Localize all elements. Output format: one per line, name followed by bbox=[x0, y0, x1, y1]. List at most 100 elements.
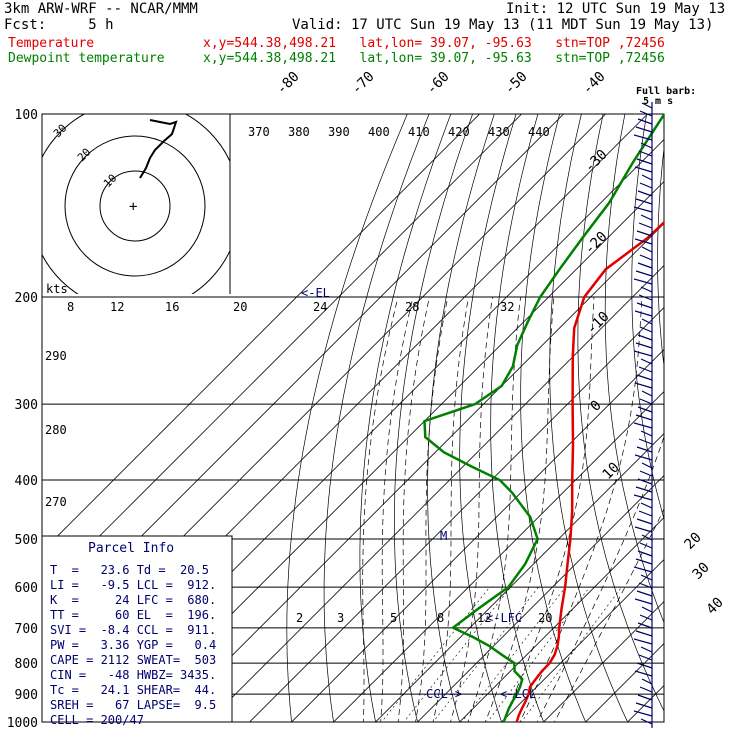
wind-barb bbox=[638, 654, 653, 661]
hodograph-ring-label: 10 bbox=[101, 172, 120, 191]
temperature-location: x,y=544.38,498.21 lat,lon= 39.07, -95.63… bbox=[203, 36, 665, 51]
mixing-ratio-line bbox=[487, 586, 590, 722]
moist-adiabat bbox=[415, 296, 449, 722]
wind-barb bbox=[634, 598, 653, 605]
dry-adiabat bbox=[549, 114, 628, 722]
el-marker: <-EL bbox=[301, 286, 330, 300]
moist-adiabat bbox=[450, 296, 493, 722]
wind-barb bbox=[641, 678, 653, 685]
wind-barb bbox=[640, 502, 653, 509]
wind-barb bbox=[639, 326, 653, 333]
parcel-info-row: PW = 3.36 YGP = 0.4 bbox=[50, 638, 216, 652]
isotherm-label: -70 bbox=[349, 69, 378, 98]
model-title: 3km ARW-WRF -- NCAR/MMM bbox=[4, 1, 198, 17]
mixing-ratio-label: 12 bbox=[477, 611, 491, 625]
wind-barb bbox=[633, 638, 653, 645]
mixing-ratio-line bbox=[403, 586, 511, 722]
wind-barb bbox=[635, 414, 653, 421]
dry-adiabat bbox=[323, 114, 430, 722]
isotherm-label: -10 bbox=[584, 309, 613, 338]
isotherm bbox=[333, 391, 664, 722]
wind-barb bbox=[636, 590, 653, 597]
wind-barb bbox=[636, 302, 653, 309]
wind-barb bbox=[638, 366, 653, 373]
wind-barb bbox=[639, 542, 653, 549]
wind-barb bbox=[638, 582, 653, 589]
thetae-label: 280 bbox=[45, 423, 67, 437]
isotherm bbox=[585, 643, 664, 722]
wind-barb bbox=[640, 214, 653, 221]
parcel-info-row: TT = 60 EL = 196. bbox=[50, 608, 216, 622]
wind-barb bbox=[635, 486, 653, 493]
pressure-tick-label: 1000 bbox=[7, 716, 38, 731]
wind-barb bbox=[636, 374, 653, 381]
plot-frame bbox=[41, 113, 665, 723]
wind-barb bbox=[639, 614, 653, 621]
dry-adiabat bbox=[394, 114, 473, 722]
wind-barb bbox=[640, 430, 653, 437]
wind-barb bbox=[638, 150, 653, 157]
wind-barb bbox=[636, 662, 653, 669]
mixing-ratio-label: 2 bbox=[296, 611, 303, 625]
wind-barb bbox=[638, 438, 653, 445]
pressure-tick-label: 600 bbox=[15, 581, 38, 596]
wind-barb bbox=[640, 358, 653, 365]
wind-barb bbox=[640, 646, 653, 653]
wind-barb bbox=[637, 406, 653, 413]
dry-adiabat bbox=[657, 145, 664, 369]
hodograph-speed-label: 8 bbox=[67, 300, 74, 314]
wind-barb bbox=[640, 286, 653, 293]
wind-barb bbox=[634, 526, 653, 533]
wind-barb bbox=[635, 342, 653, 349]
barb-legend-unit: 5 m s bbox=[643, 96, 673, 107]
ccl-marker: CCL-> bbox=[426, 687, 462, 701]
valid-time: Valid: 17 UTC Sun 19 May 13 (11 MDT Sun … bbox=[292, 17, 714, 33]
wind-barb bbox=[641, 318, 653, 325]
hodograph-center: + bbox=[129, 199, 137, 215]
isotherm-label: -80 bbox=[274, 69, 303, 98]
hodograph-ring bbox=[99, 170, 171, 242]
wind-barb bbox=[637, 334, 653, 341]
wind-barb bbox=[634, 670, 653, 677]
wind-barb bbox=[635, 126, 653, 133]
hodograph-speed-label: kts bbox=[46, 282, 68, 296]
wind-barb bbox=[636, 158, 653, 165]
hodograph-speed-label: 20 bbox=[233, 300, 247, 314]
parcel-info-row: CAPE = 2112 SWEAT= 503 bbox=[50, 653, 216, 667]
wind-barb bbox=[635, 558, 653, 565]
wind-barb bbox=[634, 382, 653, 389]
wind-barb bbox=[633, 134, 653, 141]
mixing-ratio-label: 5 bbox=[390, 611, 397, 625]
temperature-legend: Temperature bbox=[8, 36, 95, 51]
isotherm bbox=[207, 265, 664, 722]
isotherm bbox=[375, 433, 664, 722]
isotherm bbox=[291, 349, 664, 722]
wind-barb bbox=[641, 462, 653, 469]
dry-adiabat bbox=[707, 114, 740, 735]
dry-adiabat bbox=[731, 114, 740, 735]
dewpoint-trace bbox=[423, 114, 664, 722]
dewpoint-location: x,y=544.38,498.21 lat,lon= 39.07, -95.63… bbox=[203, 51, 665, 66]
wind-barb bbox=[637, 262, 653, 269]
wind-barb bbox=[634, 166, 653, 173]
lcl-marker: <-LCL bbox=[500, 687, 536, 701]
isotherm bbox=[459, 517, 664, 722]
wind-barb bbox=[641, 102, 653, 109]
isotherm bbox=[165, 223, 664, 722]
parcel-info-row: SREH = 67 LAPSE= 9.5 bbox=[50, 698, 216, 712]
isotherm-label: -50 bbox=[502, 69, 531, 98]
theta-label: 380 bbox=[288, 125, 310, 139]
wind-barb bbox=[640, 142, 653, 149]
dry-adiabat bbox=[359, 114, 452, 722]
init-time: Init: 12 UTC Sun 19 May 13 bbox=[506, 1, 726, 17]
isotherm-label: 20 bbox=[682, 530, 705, 553]
dry-adiabat bbox=[427, 114, 495, 722]
hodograph-ring bbox=[64, 135, 206, 277]
moist-adiabat bbox=[554, 508, 664, 722]
mixing-ratio-line bbox=[521, 586, 622, 722]
theta-label: 390 bbox=[328, 125, 350, 139]
dry-adiabat bbox=[683, 114, 740, 735]
wind-barb bbox=[635, 630, 653, 637]
